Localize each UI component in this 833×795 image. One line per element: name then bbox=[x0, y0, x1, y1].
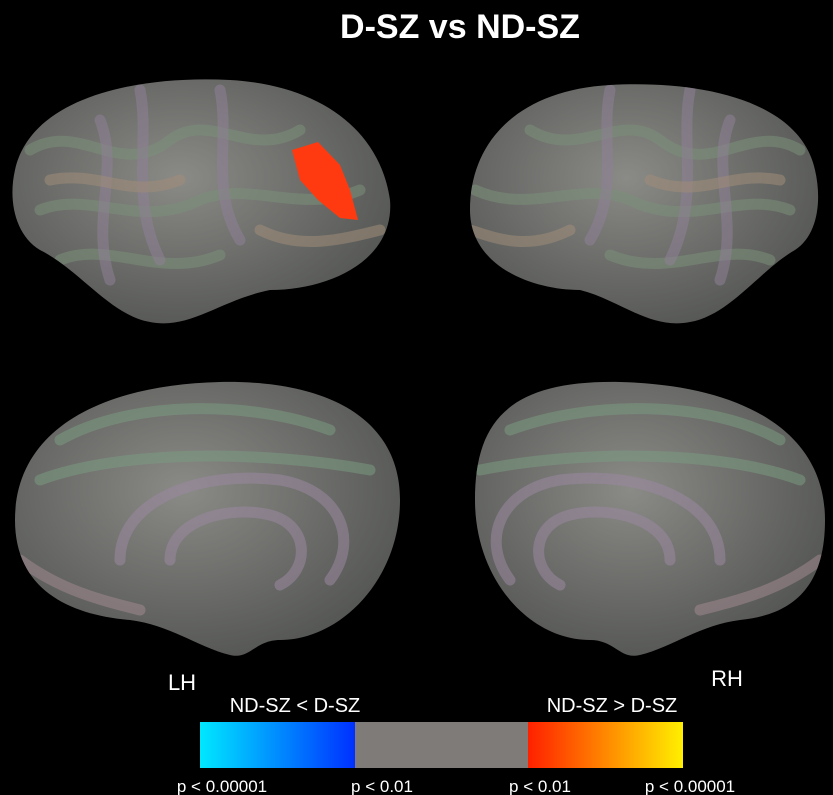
colorbar-hot bbox=[528, 722, 683, 768]
figure: D-SZ vs ND-SZ LH RH ND-SZ < D-SZ ND-SZ >… bbox=[0, 0, 833, 795]
brain-left-lateral bbox=[0, 70, 400, 340]
colorbar bbox=[200, 722, 683, 768]
colorbar-cool bbox=[200, 722, 355, 768]
colorbar-neutral bbox=[355, 722, 528, 768]
brain-left-medial bbox=[0, 370, 410, 670]
colorbar-tick-label: p < 0.00001 bbox=[645, 777, 735, 795]
colorbar-label-left: ND-SZ < D-SZ bbox=[230, 695, 361, 717]
colorbar-tick-label: p < 0.00001 bbox=[177, 777, 267, 795]
hemisphere-label-left: LH bbox=[168, 670, 196, 695]
colorbar-label-right: ND-SZ > D-SZ bbox=[547, 695, 678, 717]
colorbar-tick-label: p < 0.01 bbox=[509, 777, 571, 795]
hemisphere-label-right: RH bbox=[711, 666, 743, 691]
brain-right-medial bbox=[465, 370, 833, 670]
brain-right-lateral bbox=[460, 70, 830, 340]
figure-title: D-SZ vs ND-SZ bbox=[340, 8, 580, 46]
colorbar-tick-label: p < 0.01 bbox=[351, 777, 413, 795]
